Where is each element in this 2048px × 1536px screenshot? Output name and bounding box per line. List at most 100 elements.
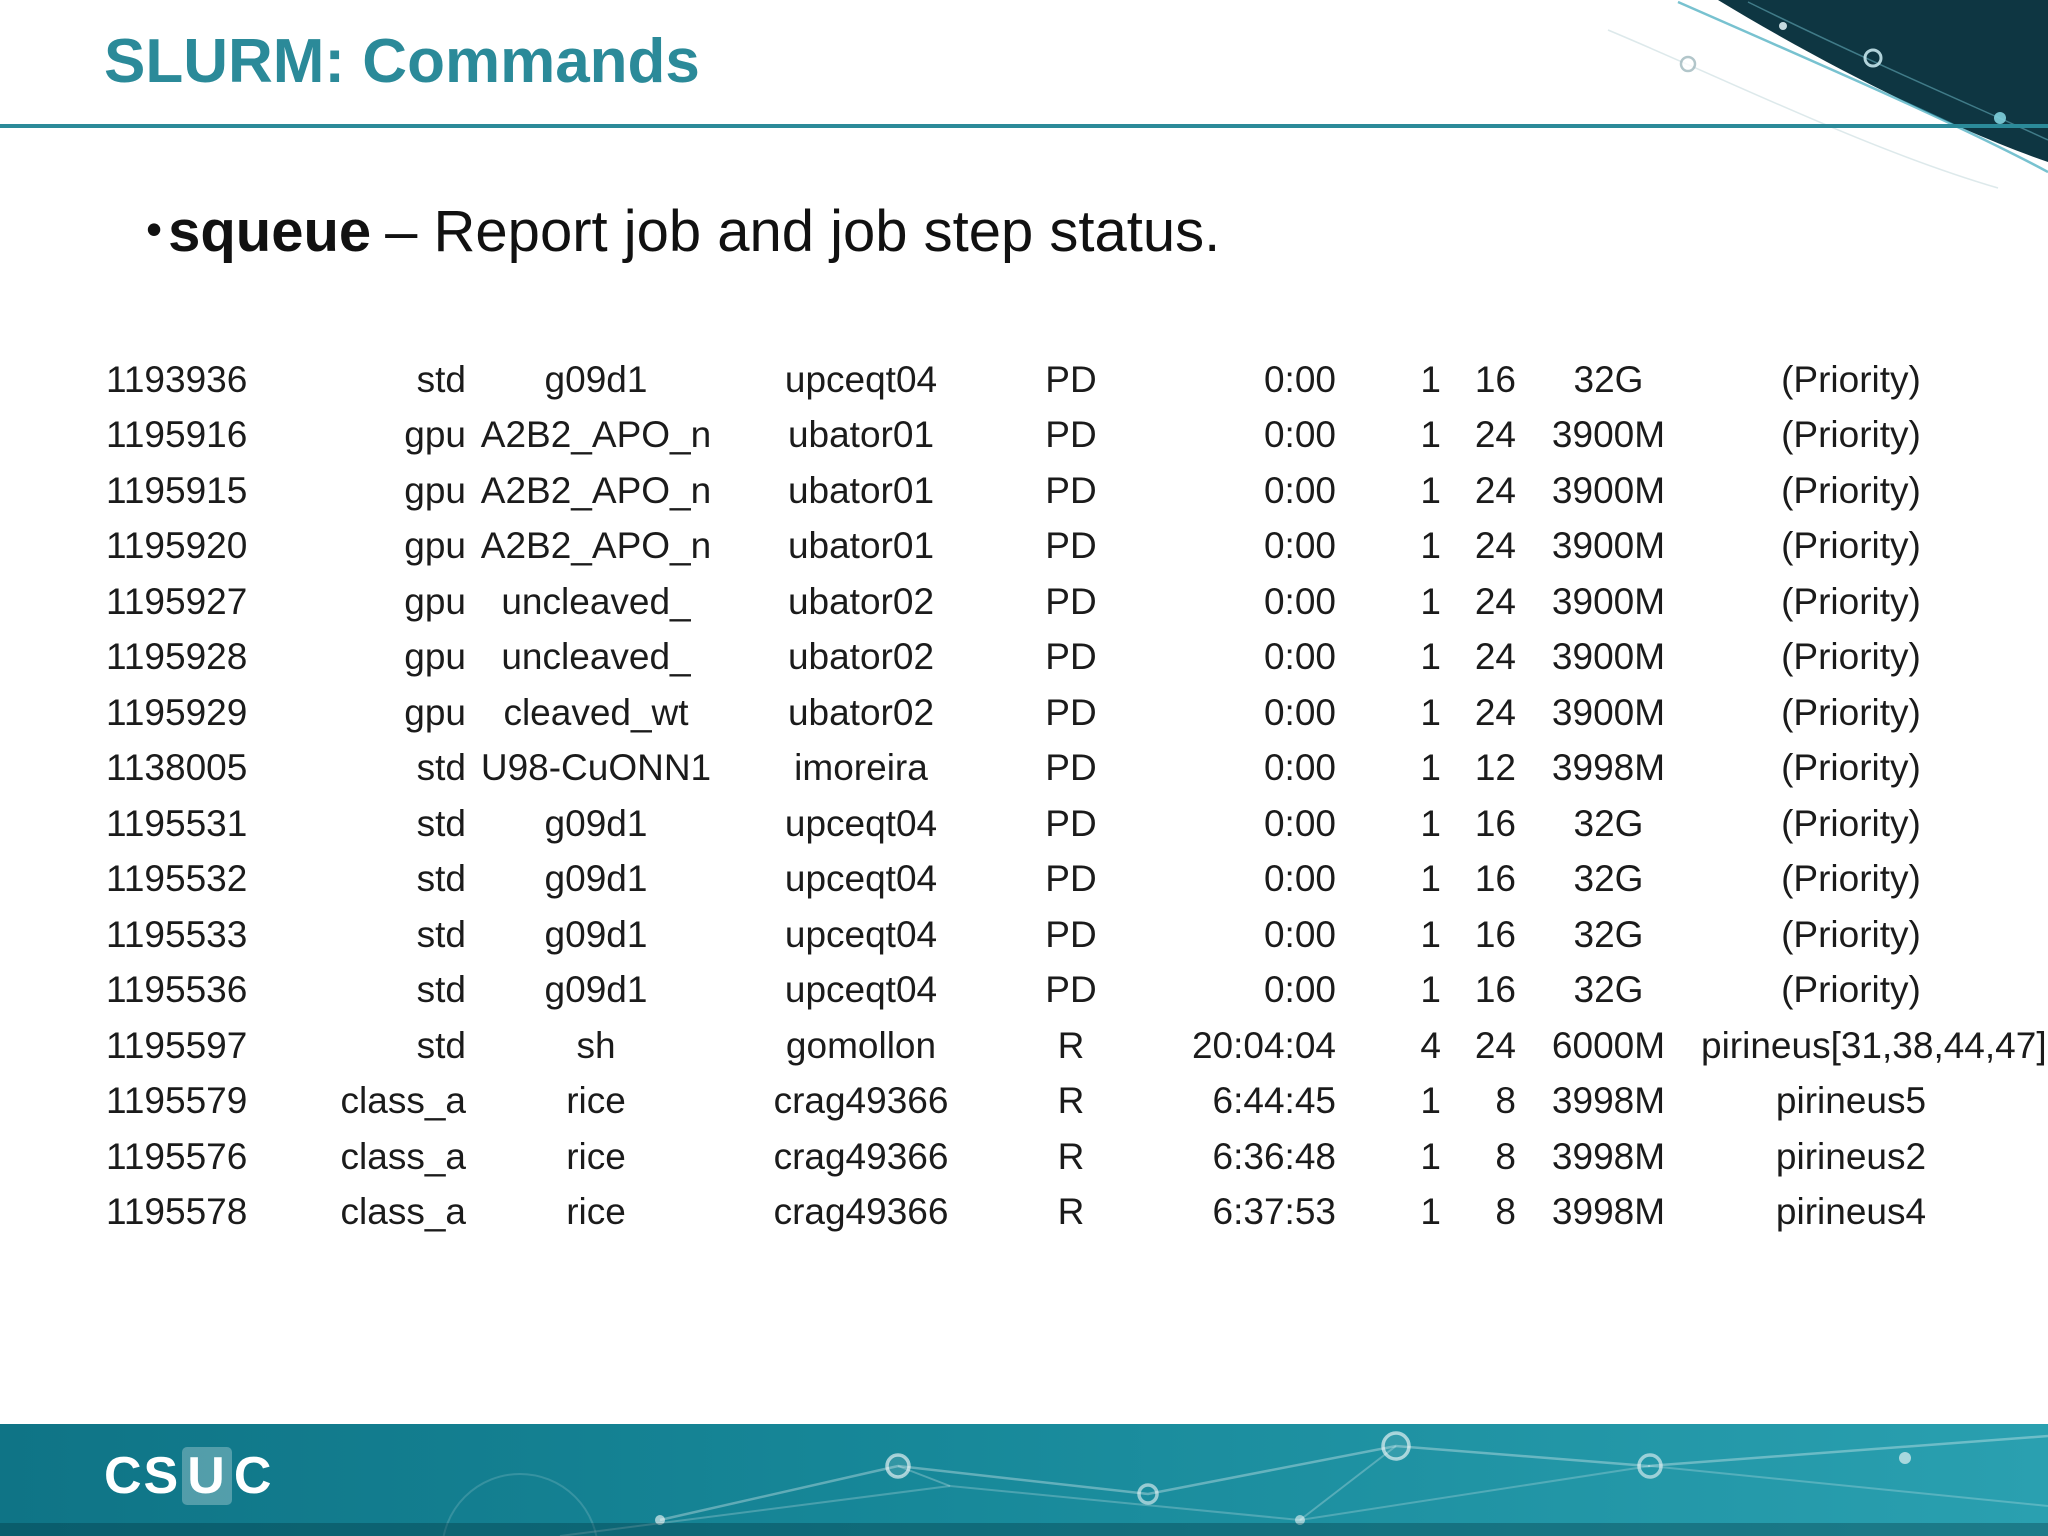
cell-time: 0:00 xyxy=(1263,525,1336,567)
cell-user: upceqt04 xyxy=(784,802,938,844)
cell-cpus: 24 xyxy=(1474,636,1516,678)
cell-reason: (Priority) xyxy=(1781,525,1921,567)
cell-jobid: 1195533 xyxy=(106,913,248,955)
cell-time: 0:00 xyxy=(1263,802,1336,844)
cell-reason: (Priority) xyxy=(1781,358,1921,400)
cell-user: gomollon xyxy=(785,1024,937,1066)
cell-time: 0:00 xyxy=(1263,580,1336,622)
cell-state: PD xyxy=(1045,469,1097,511)
table-row: 1138005 std U98-CuONN1 imoreira PD 0:00 1 12 399… xyxy=(106,741,2001,797)
cell-nodes: 1 xyxy=(1420,969,1441,1011)
cell-jobid: 1195536 xyxy=(106,969,248,1011)
cell-name: g09d1 xyxy=(544,969,648,1011)
cell-jobid: 1138005 xyxy=(106,747,248,789)
cell-time: 0:00 xyxy=(1263,414,1336,456)
corner-network-graphic xyxy=(1607,0,2048,189)
footer-band: CS U C xyxy=(0,1424,2048,1536)
cell-state: PD xyxy=(1045,858,1097,900)
cell-state: PD xyxy=(1045,525,1097,567)
title-rule xyxy=(0,124,2048,128)
cell-memory: 32G xyxy=(1573,358,1644,400)
command-description: – Report job and job step status. xyxy=(385,199,1221,264)
cell-nodes: 1 xyxy=(1420,525,1441,567)
cell-time: 0:00 xyxy=(1263,858,1336,900)
cell-cpus: 16 xyxy=(1474,858,1516,900)
cell-name: g09d1 xyxy=(544,858,648,900)
cell-state: PD xyxy=(1045,414,1097,456)
cell-reason: (Priority) xyxy=(1781,580,1921,622)
cell-cpus: 8 xyxy=(1495,1191,1516,1233)
cell-jobid: 1193936 xyxy=(106,358,248,400)
cell-partition: gpu xyxy=(404,691,466,733)
cell-reason: pirineus[31,38,44,47] xyxy=(1701,1024,2047,1066)
cell-partition: std xyxy=(416,802,466,844)
bullet-line: • squeue – Report job and job step status. xyxy=(146,198,1220,265)
csuc-logo-part3: C xyxy=(233,1447,274,1505)
cell-state: PD xyxy=(1045,636,1097,678)
cell-user: imoreira xyxy=(794,747,928,789)
cell-memory: 32G xyxy=(1573,802,1644,844)
slide-title: SLURM: Commands xyxy=(104,27,700,96)
cell-cpus: 16 xyxy=(1474,913,1516,955)
cell-name: U98-CuONN1 xyxy=(480,747,712,789)
cell-time: 0:00 xyxy=(1263,358,1336,400)
cell-cpus: 24 xyxy=(1474,580,1516,622)
cell-user: upceqt04 xyxy=(784,913,938,955)
cell-user: crag49366 xyxy=(773,1135,949,1177)
cell-time: 20:04:04 xyxy=(1191,1024,1336,1066)
cell-reason: (Priority) xyxy=(1781,747,1921,789)
cell-partition: gpu xyxy=(404,414,466,456)
cell-nodes: 1 xyxy=(1420,802,1441,844)
table-row: 1193936 std g09d1 upceqt04 PD 0:00 1 16 32G (Prio… xyxy=(106,352,2001,408)
table-row: 1195533 std g09d1 upceqt04 PD 0:00 1 16 32G (Prio… xyxy=(106,907,2001,963)
cell-cpus: 24 xyxy=(1474,414,1516,456)
cell-user: crag49366 xyxy=(773,1191,949,1233)
table-row: 1195597 std sh gomollon R 20:04:04 4 24 6000M pir… xyxy=(106,1018,2047,1074)
cell-memory: 32G xyxy=(1573,858,1644,900)
table-row: 1195576 class_a rice crag49366 R 6:36:48 1 8 399… xyxy=(106,1129,2001,1185)
cell-reason: (Priority) xyxy=(1781,469,1921,511)
csuc-logo-part2: U xyxy=(182,1447,232,1505)
cell-partition: class_a xyxy=(340,1080,466,1122)
cell-state: R xyxy=(1057,1191,1085,1233)
cell-cpus: 24 xyxy=(1474,691,1516,733)
cell-memory: 3998M xyxy=(1551,1191,1666,1233)
cell-nodes: 4 xyxy=(1420,1024,1441,1066)
cell-time: 0:00 xyxy=(1263,636,1336,678)
cell-nodes: 1 xyxy=(1420,747,1441,789)
cell-name: A2B2_APO_n xyxy=(480,525,712,567)
cell-reason: (Priority) xyxy=(1781,913,1921,955)
csuc-logo: CS U C xyxy=(104,1446,273,1506)
table-row: 1195532 std g09d1 upceqt04 PD 0:00 1 16 32G (Prio… xyxy=(106,852,2001,908)
cell-state: R xyxy=(1057,1080,1085,1122)
table-row: 1195578 class_a rice crag49366 R 6:37:53 1 8 399… xyxy=(106,1185,2001,1241)
job-table: 1193936 std g09d1 upceqt04 PD 0:00 1 16 32G (Prio… xyxy=(106,352,2047,1241)
cell-memory: 6000M xyxy=(1551,1024,1666,1066)
cell-user: ubator02 xyxy=(787,580,935,622)
cell-partition: gpu xyxy=(404,469,466,511)
cell-user: ubator02 xyxy=(787,636,935,678)
cell-memory: 3900M xyxy=(1551,414,1666,456)
table-row: 1195916 gpu A2B2_APO_n ubator01 PD 0:00 1 24 390… xyxy=(106,408,2001,464)
cell-time: 0:00 xyxy=(1263,969,1336,1011)
cell-state: R xyxy=(1057,1024,1085,1066)
cell-cpus: 12 xyxy=(1474,747,1516,789)
cell-name: A2B2_APO_n xyxy=(480,469,712,511)
cell-user: crag49366 xyxy=(773,1080,949,1122)
cell-memory: 3900M xyxy=(1551,580,1666,622)
cell-jobid: 1195579 xyxy=(106,1080,248,1122)
cell-reason: (Priority) xyxy=(1781,802,1921,844)
cell-jobid: 1195578 xyxy=(106,1191,248,1233)
cell-memory: 32G xyxy=(1573,969,1644,1011)
cell-name: A2B2_APO_n xyxy=(480,414,712,456)
cell-name: g09d1 xyxy=(544,913,648,955)
cell-name: sh xyxy=(576,1024,616,1066)
table-row: 1195929 gpu cleaved_wt ubator02 PD 0:00 1 24 390… xyxy=(106,685,2001,741)
cell-partition: std xyxy=(416,358,466,400)
cell-time: 6:36:48 xyxy=(1212,1135,1336,1177)
cell-name: uncleaved_ xyxy=(501,580,691,622)
cell-reason: pirineus5 xyxy=(1775,1080,1927,1122)
cell-nodes: 1 xyxy=(1420,1191,1441,1233)
cell-cpus: 16 xyxy=(1474,802,1516,844)
